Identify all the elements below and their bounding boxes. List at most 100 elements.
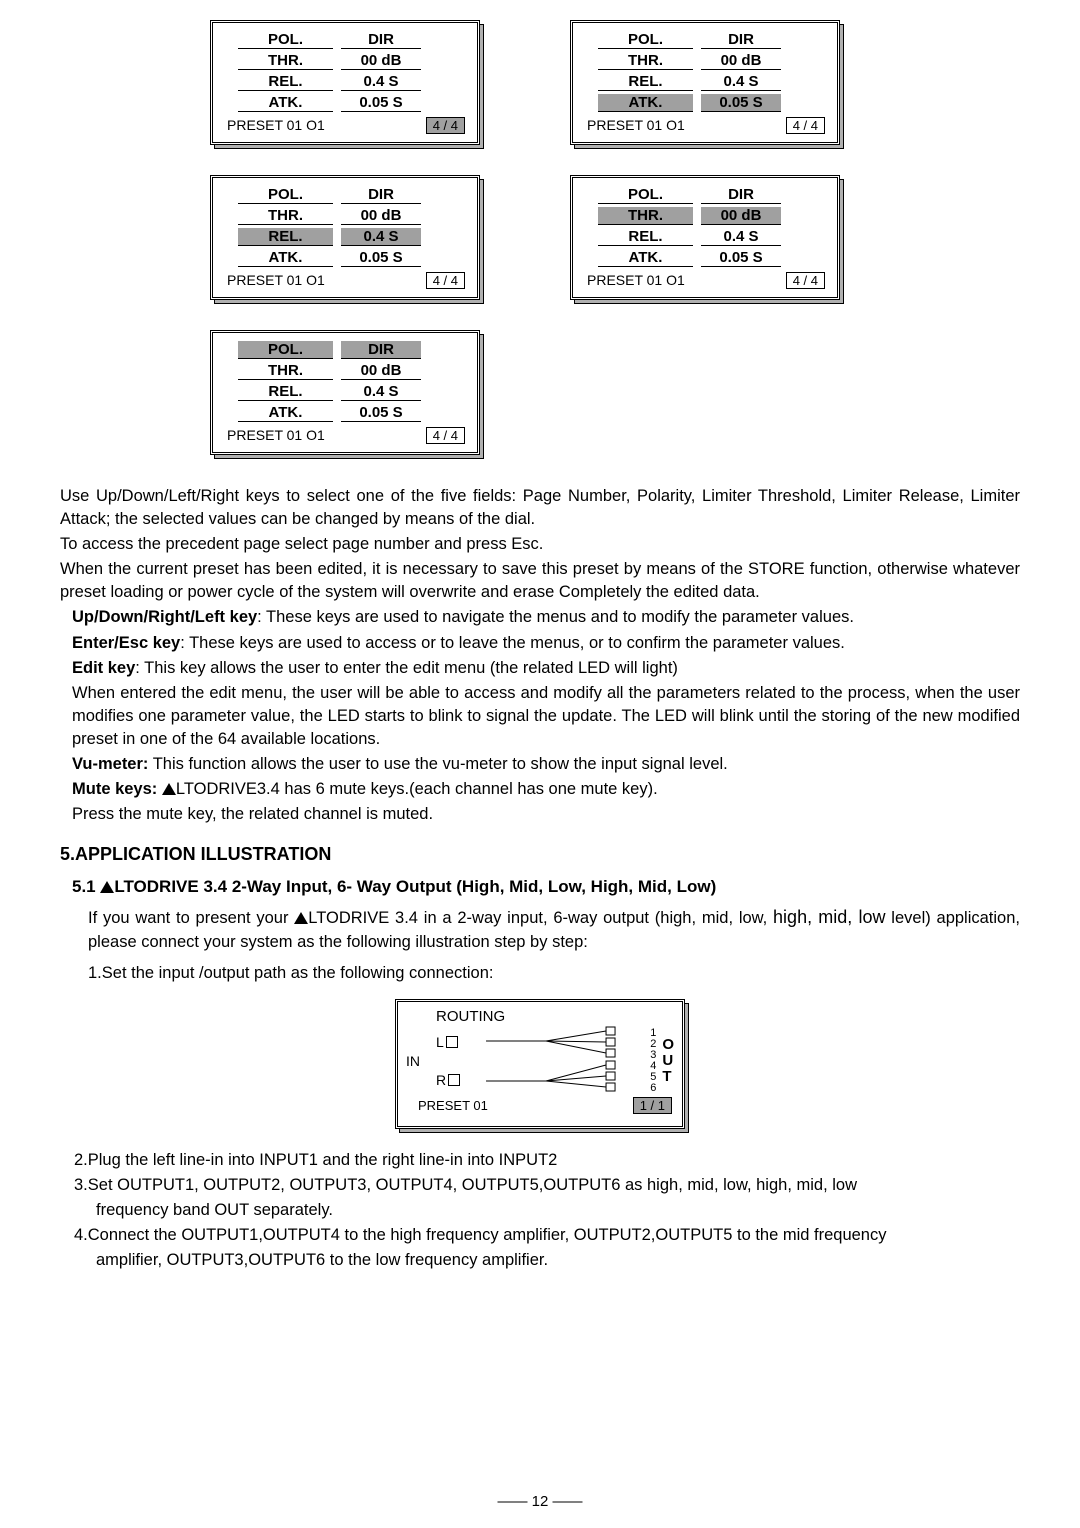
panel-preset-label: PRESET 01 O1 xyxy=(223,117,426,133)
section-heading: 5.APPLICATION ILLUSTRATION xyxy=(60,844,1020,865)
panel-row-thr: THR. 00 dB xyxy=(223,50,467,71)
key-description: Enter/Esc key: These keys are used to ac… xyxy=(72,632,1020,655)
preset-panels-grid: POL. DIR THR. 00 dB REL. 0.4 S ATK. 0.05… xyxy=(210,20,1020,455)
panel-preset-label: PRESET 01 O1 xyxy=(223,427,426,443)
list-item: 1.Set the input /output path as the foll… xyxy=(88,962,1020,985)
panel-row-thr: THR. 00 dB xyxy=(583,50,827,71)
panel-label: ATK. xyxy=(238,249,333,267)
triangle-icon xyxy=(162,783,176,795)
panel-label: REL. xyxy=(598,73,693,91)
panel-row-thr: THR. 00 dB xyxy=(223,205,467,226)
panel-row-rel: REL. 0.4 S xyxy=(583,226,827,247)
panel-page-indicator: 4 / 4 xyxy=(786,272,825,289)
key-description: Vu-meter: This function allows the user … xyxy=(72,753,1020,776)
panel-row-pol: POL. DIR xyxy=(583,29,827,50)
paragraph: Use Up/Down/Left/Right keys to select on… xyxy=(60,485,1020,531)
panel-label: POL. xyxy=(598,186,693,204)
panel-preset-label: PRESET 01 O1 xyxy=(223,272,426,288)
routing-page-indicator: 1 / 1 xyxy=(633,1097,672,1114)
panel-row-atk: ATK. 0.05 S xyxy=(223,247,467,268)
routing-preset-label: PRESET 01 xyxy=(406,1098,633,1113)
panel-row-atk: ATK. 0.05 S xyxy=(223,92,467,113)
routing-in-label: IN xyxy=(406,1053,436,1069)
panel-value: 0.4 S xyxy=(701,228,781,246)
panel-row-atk: ATK. 0.05 S xyxy=(223,402,467,423)
panel-value: 0.4 S xyxy=(341,228,421,246)
panel-label: THR. xyxy=(598,52,693,70)
panel-page-indicator: 4 / 4 xyxy=(426,427,465,444)
panel-label: REL. xyxy=(598,228,693,246)
page-number: —— 12 —— xyxy=(0,1493,1080,1510)
routing-title: ROUTING xyxy=(436,1008,674,1025)
paragraph: When entered the edit menu, the user wil… xyxy=(72,682,1020,751)
panel-label: REL. xyxy=(238,383,333,401)
panel-row-pol: POL. DIR xyxy=(223,339,467,360)
panel-value: 0.4 S xyxy=(341,383,421,401)
panel-value: 0.4 S xyxy=(341,73,421,91)
panel-label: ATK. xyxy=(598,249,693,267)
panel-value: DIR xyxy=(701,31,781,49)
list-item-continuation: amplifier, OUTPUT3,OUTPUT6 to the low fr… xyxy=(74,1249,1020,1272)
panel-page-indicator: 4 / 4 xyxy=(426,117,465,134)
panel-label: REL. xyxy=(238,228,333,246)
panel-value: 00 dB xyxy=(701,207,781,225)
panel-page-indicator: 4 / 4 xyxy=(426,272,465,289)
routing-l-label: L xyxy=(436,1034,460,1050)
panel-value: 00 dB xyxy=(341,207,421,225)
paragraph: When the current preset has been edited,… xyxy=(60,558,1020,604)
panel-row-atk: ATK. 0.05 S xyxy=(583,92,827,113)
panel-label: POL. xyxy=(238,31,333,49)
panel-row-pol: POL. DIR xyxy=(223,184,467,205)
panel-preset-label: PRESET 01 O1 xyxy=(583,117,786,133)
panel-label: POL. xyxy=(238,186,333,204)
routing-diagram xyxy=(464,1025,648,1097)
panel-row-rel: REL. 0.4 S xyxy=(223,226,467,247)
panel-value: 0.05 S xyxy=(341,249,421,267)
routing-panel: ROUTING IN L R xyxy=(395,999,685,1129)
panel-label: ATK. xyxy=(238,404,333,422)
panel-value: DIR xyxy=(341,341,421,359)
preset-panel: POL. DIR THR. 00 dB REL. 0.4 S ATK. 0.05… xyxy=(210,330,480,455)
panel-page-indicator: 4 / 4 xyxy=(786,117,825,134)
panel-value: 00 dB xyxy=(341,362,421,380)
triangle-icon xyxy=(294,912,308,924)
panel-value: DIR xyxy=(341,186,421,204)
preset-panel: POL. DIR THR. 00 dB REL. 0.4 S ATK. 0.05… xyxy=(570,175,840,300)
panel-value: 00 dB xyxy=(701,52,781,70)
list-item-continuation: frequency band OUT separately. xyxy=(74,1199,1020,1222)
routing-r-label: R xyxy=(436,1072,460,1088)
panel-label: THR. xyxy=(238,52,333,70)
panel-label: POL. xyxy=(598,31,693,49)
panel-label: THR. xyxy=(238,362,333,380)
panel-value: 0.05 S xyxy=(701,249,781,267)
panel-value: 0.4 S xyxy=(701,73,781,91)
panel-label: THR. xyxy=(238,207,333,225)
panel-row-rel: REL. 0.4 S xyxy=(583,71,827,92)
panel-row-pol: POL. DIR xyxy=(223,29,467,50)
panel-row-thr: THR. 00 dB xyxy=(223,360,467,381)
preset-panel: POL. DIR THR. 00 dB REL. 0.4 S ATK. 0.05… xyxy=(570,20,840,145)
list-item: 4.Connect the OUTPUT1,OUTPUT4 to the hig… xyxy=(74,1224,1020,1247)
panel-preset-label: PRESET 01 O1 xyxy=(583,272,786,288)
routing-output-numbers: 123456 xyxy=(650,1028,656,1094)
subsection-heading: 5.1 LTODRIVE 3.4 2-Way Input, 6- Way Out… xyxy=(72,877,1020,897)
key-description: Up/Down/Right/Left key: These keys are u… xyxy=(72,606,1020,629)
paragraph: To access the precedent page select page… xyxy=(60,533,1020,556)
panel-label: REL. xyxy=(238,73,333,91)
panel-value: 0.05 S xyxy=(341,404,421,422)
panel-label: THR. xyxy=(598,207,693,225)
panel-row-thr: THR. 00 dB xyxy=(583,205,827,226)
panel-value: DIR xyxy=(341,31,421,49)
preset-panel: POL. DIR THR. 00 dB REL. 0.4 S ATK. 0.05… xyxy=(210,175,480,300)
panel-row-rel: REL. 0.4 S xyxy=(223,381,467,402)
panel-value: DIR xyxy=(701,186,781,204)
panel-row-rel: REL. 0.4 S xyxy=(223,71,467,92)
paragraph: Press the mute key, the related channel … xyxy=(72,803,1020,826)
panel-value: 0.05 S xyxy=(701,94,781,112)
key-description: Mute keys: LTODRIVE3.4 has 6 mute keys.(… xyxy=(72,778,1020,801)
panel-value: 0.05 S xyxy=(341,94,421,112)
triangle-icon xyxy=(100,881,114,893)
key-description: Edit key: This key allows the user to en… xyxy=(72,657,1020,680)
panel-label: POL. xyxy=(238,341,333,359)
paragraph: If you want to present your LTODRIVE 3.4… xyxy=(88,905,1020,953)
